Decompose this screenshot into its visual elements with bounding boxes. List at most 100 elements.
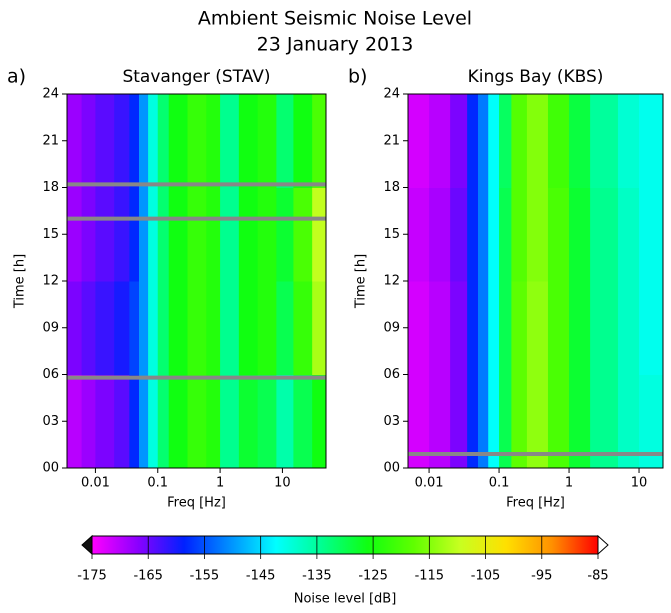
heatmap-cell	[408, 374, 430, 469]
heatmap-cell	[168, 374, 188, 469]
heatmap-cell	[467, 187, 479, 282]
heatmap-cell	[639, 187, 664, 282]
heatmap-cell	[526, 187, 549, 282]
heatmap-cell	[467, 281, 479, 375]
heatmap-cell	[477, 187, 489, 282]
heatmap-cell	[81, 94, 96, 188]
heatmap-cell	[67, 281, 83, 375]
heatmap-cell	[450, 374, 468, 469]
heatmap-cell	[187, 281, 207, 375]
heatmap-cell	[547, 187, 570, 282]
heatmap-cell	[67, 187, 83, 282]
colorbar-tick-label: -85	[587, 569, 608, 584]
heatmap-cell	[547, 374, 570, 469]
heatmap-cell	[488, 281, 500, 375]
heatmap-cell	[617, 187, 640, 282]
heatmap-cell	[95, 94, 115, 188]
heatmap-cell	[429, 187, 451, 282]
heatmap-cell	[257, 374, 277, 469]
heatmap-cell	[511, 187, 528, 282]
x-tick-label: 10	[631, 476, 648, 491]
x-axis-label: Freq [Hz]	[167, 496, 226, 511]
heatmap-cell	[206, 281, 221, 375]
chart-subtitle: 23 January 2013	[257, 34, 414, 56]
heatmap-cell	[276, 281, 294, 375]
heatmap-cell	[257, 281, 277, 375]
heatmap-cell	[408, 281, 430, 375]
heatmap-cell	[138, 187, 149, 282]
heatmap-cell	[168, 94, 188, 188]
colorbar-tick-label: -175	[77, 569, 107, 584]
heatmap-cell	[467, 374, 479, 469]
x-tick-label: 0.01	[415, 476, 444, 491]
heatmap-cell	[168, 281, 188, 375]
x-tick-label: 0.1	[489, 476, 510, 491]
heatmap-cell	[511, 374, 528, 469]
heatmap-cell	[639, 281, 664, 375]
heatmap-cell	[238, 374, 259, 469]
panel-title: Kings Bay (KBS)	[468, 67, 604, 87]
heatmap-cell	[148, 94, 159, 188]
heatmap-cell	[276, 187, 294, 282]
heatmap-cell	[293, 187, 313, 282]
heatmap-cell	[617, 94, 640, 188]
heatmap-cell	[488, 94, 500, 188]
x-axis-label: Freq [Hz]	[506, 496, 565, 511]
heatmap-cell	[157, 94, 170, 188]
heatmap-cell	[220, 374, 240, 469]
colorbar-tick-label: -95	[531, 569, 552, 584]
heatmap-cell	[129, 281, 140, 375]
heatmap-cell	[312, 374, 327, 469]
y-tick-label: 09	[42, 320, 59, 335]
heatmap-cell	[293, 94, 313, 188]
heatmap-cell	[293, 374, 313, 469]
heatmap-cell	[467, 94, 479, 188]
heatmap-cell	[187, 187, 207, 282]
heatmap-cell	[187, 374, 207, 469]
y-tick-label: 12	[42, 274, 59, 289]
y-tick-label: 21	[42, 133, 59, 148]
x-tick-label: 1	[565, 476, 573, 491]
heatmap-cell	[450, 94, 468, 188]
heatmap-cell	[429, 94, 451, 188]
y-tick-label: 00	[383, 461, 400, 476]
x-tick-label: 0.01	[81, 476, 110, 491]
heatmap-cell	[617, 281, 640, 375]
heatmap-cell	[114, 187, 130, 282]
colorbar	[91, 535, 599, 555]
y-tick-label: 09	[383, 320, 400, 335]
chart-title: Ambient Seismic Noise Level	[198, 8, 472, 30]
panel-label: b)	[348, 66, 367, 88]
heatmap-cell	[488, 187, 500, 282]
heatmap-cell	[220, 187, 240, 282]
x-tick-label: 1	[216, 476, 224, 491]
y-tick-label: 18	[383, 180, 400, 195]
heatmap-cell	[206, 374, 221, 469]
y-tick-label: 03	[42, 414, 59, 429]
heatmap-cell	[477, 94, 489, 188]
colorbar-tick-label: -115	[415, 569, 445, 584]
heatmap-cell	[526, 281, 549, 375]
heatmap-cell	[129, 187, 140, 282]
heatmap-cell	[477, 374, 489, 469]
heatmap-cell	[312, 187, 327, 282]
colorbar-tick-label: -105	[471, 569, 501, 584]
colorbar-tick-label: -125	[358, 569, 388, 584]
y-tick-label: 06	[42, 367, 59, 382]
heatmap-cell	[129, 94, 140, 188]
heatmap-cell	[590, 94, 619, 188]
heatmap-cell	[590, 281, 619, 375]
heatmap-cell	[429, 374, 451, 469]
heatmap-cell	[429, 281, 451, 375]
heatmap-cell	[639, 94, 664, 188]
heatmap-cell	[148, 374, 159, 469]
y-axis-label: Time [h]	[354, 254, 369, 309]
heatmap-cell	[488, 374, 500, 469]
heatmap-cell	[569, 374, 591, 469]
panel-title: Stavanger (STAV)	[122, 67, 270, 87]
heatmap-cell	[157, 374, 170, 469]
colorbar-extend-high	[597, 534, 609, 556]
heatmap-cell	[238, 94, 259, 188]
heatmap-cell	[276, 94, 294, 188]
heatmap-cell	[114, 374, 130, 469]
